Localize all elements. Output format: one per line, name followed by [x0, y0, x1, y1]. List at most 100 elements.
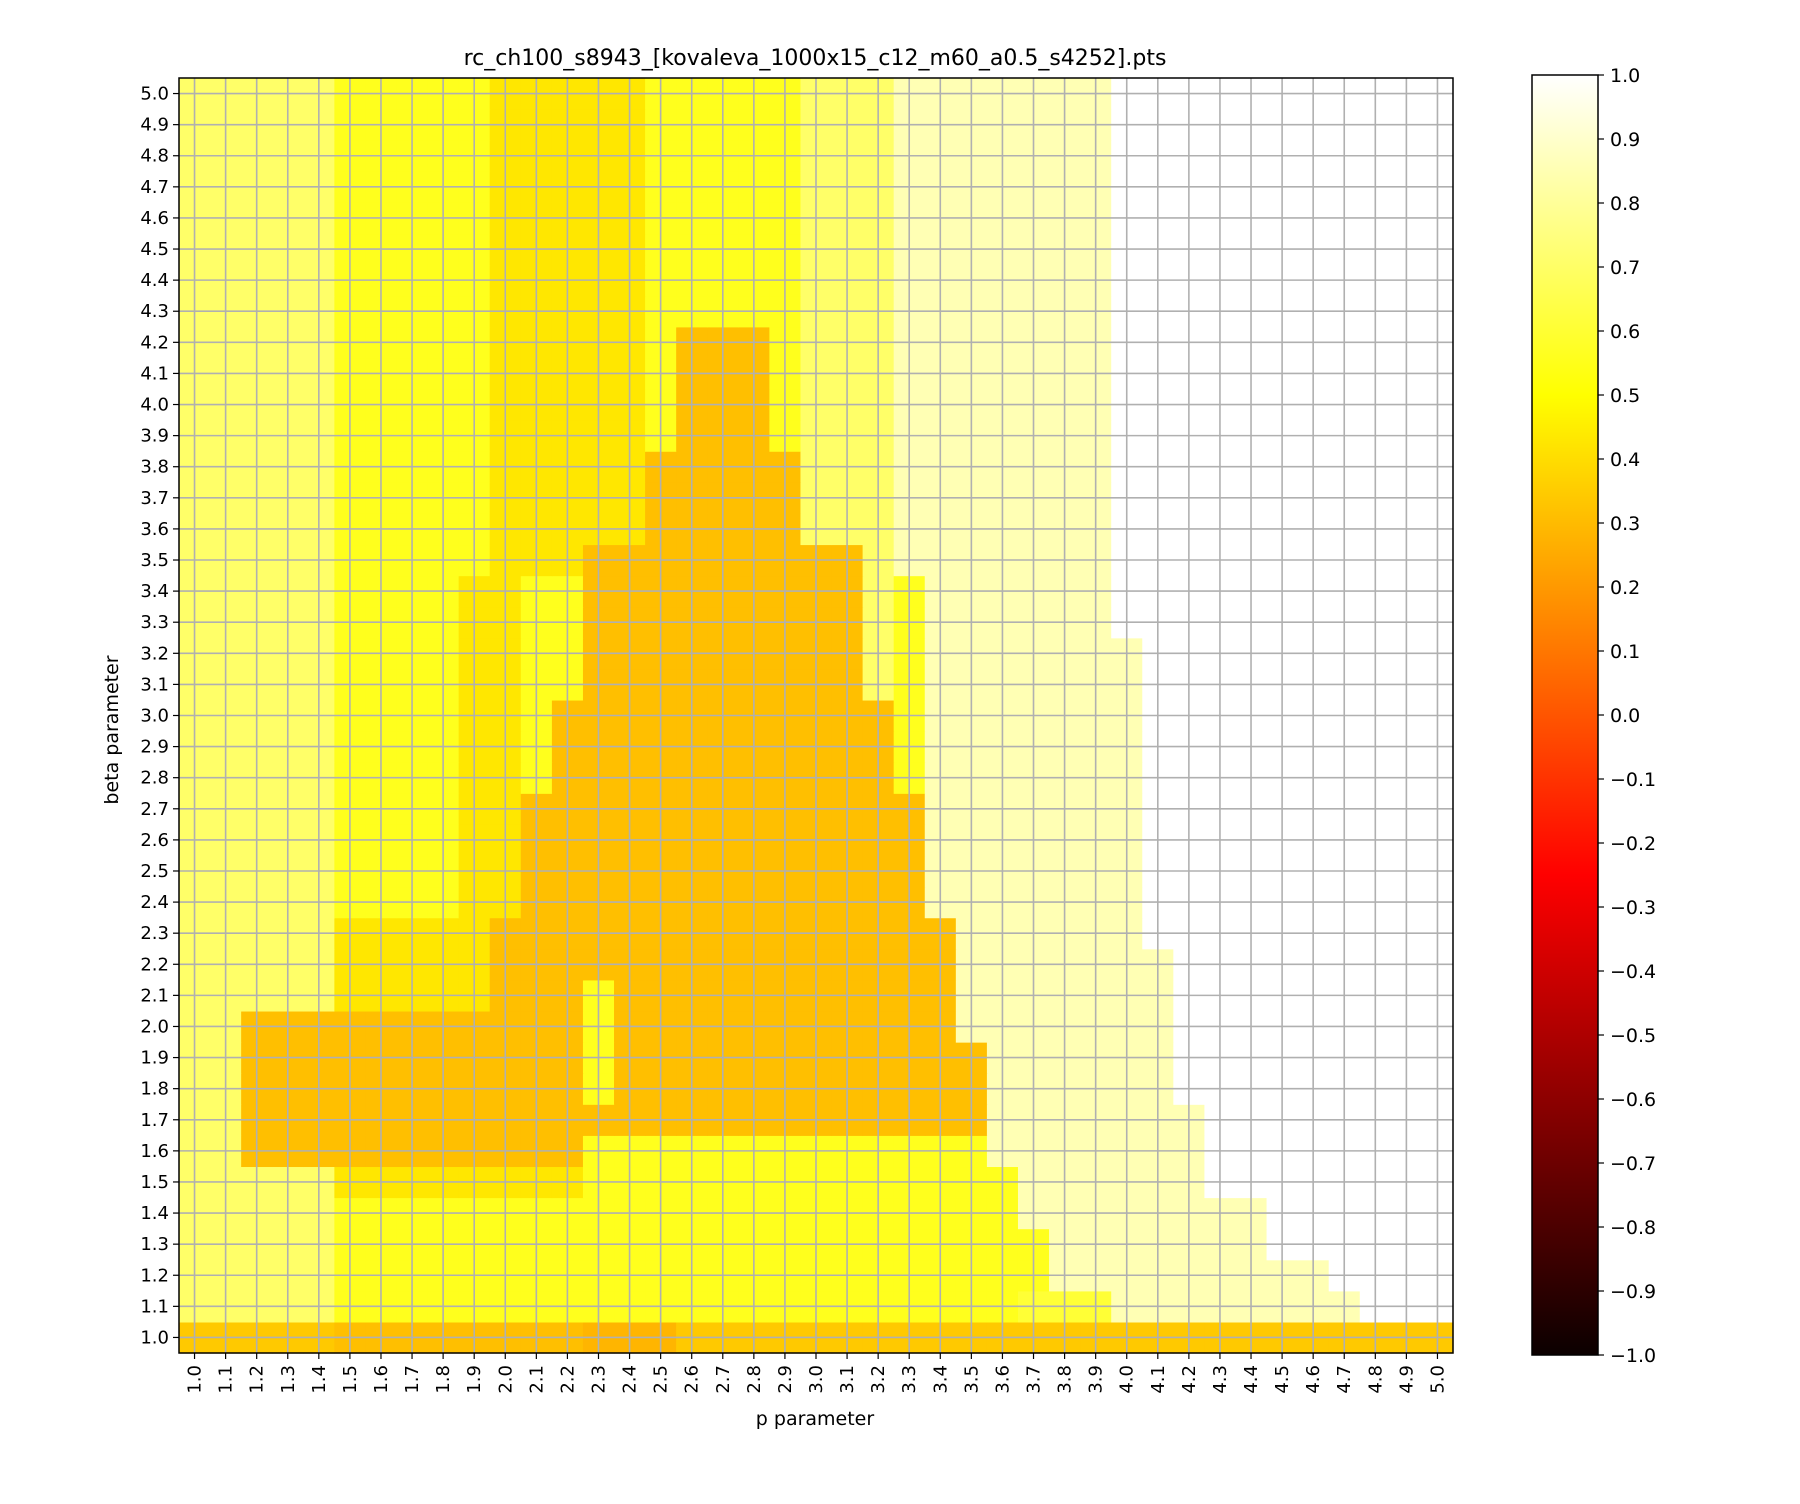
x-tick-label: 2.3	[589, 1365, 610, 1394]
x-tick-label: 2.4	[620, 1365, 641, 1394]
y-tick-label: 4.2	[140, 332, 169, 353]
y-tick-label: 4.3	[140, 301, 169, 322]
colorbar-tick-label: 1.0	[1610, 65, 1640, 87]
y-tick-label: 2.3	[140, 923, 169, 944]
x-tick-label: 4.4	[1241, 1365, 1262, 1394]
colorbar-tick-label: −0.9	[1610, 1281, 1656, 1303]
x-tick-label: 1.3	[278, 1365, 299, 1394]
y-tick-label: 2.1	[140, 985, 169, 1006]
y-tick-label: 3.5	[140, 550, 169, 571]
x-tick-label: 3.4	[930, 1365, 951, 1394]
x-tick-label: 2.8	[744, 1365, 765, 1394]
x-tick-label: 3.5	[961, 1365, 982, 1394]
y-tick-label: 2.5	[140, 861, 169, 882]
y-tick-label: 4.8	[140, 146, 169, 167]
y-axis-label: beta parameter	[101, 655, 123, 804]
y-axis-ticks: 1.0 1.1 1.2 1.3 1.4 1.5 1.6 1.7 1.8 1.9 2.0 2.1 2.2 2…	[140, 84, 179, 1349]
x-tick-label: 3.7	[1024, 1365, 1045, 1394]
colorbar-tick-label: −0.6	[1610, 1089, 1656, 1111]
colorbar-tick-label: −0.5	[1610, 1025, 1656, 1047]
colorbar-tick-label: 0.3	[1610, 513, 1640, 535]
y-tick-label: 1.8	[140, 1079, 169, 1100]
y-tick-label: 1.0	[140, 1328, 169, 1349]
x-tick-label: 2.9	[775, 1365, 796, 1394]
x-tick-label: 1.4	[309, 1365, 330, 1394]
y-tick-label: 4.1	[140, 363, 169, 384]
y-tick-label: 1.3	[140, 1234, 169, 1255]
x-tick-label: 2.1	[526, 1365, 547, 1394]
y-tick-label: 4.5	[140, 239, 169, 260]
colorbar-tick-label: 0.9	[1610, 129, 1640, 151]
y-tick-label: 2.4	[140, 892, 169, 913]
y-tick-label: 3.3	[140, 612, 169, 633]
x-tick-label: 2.2	[557, 1365, 578, 1394]
x-tick-label: 2.5	[651, 1365, 672, 1394]
x-tick-label: 3.3	[899, 1365, 920, 1394]
y-tick-label: 4.9	[140, 115, 169, 136]
colorbar-tick-label: −1.0	[1610, 1345, 1656, 1367]
y-tick-label: 3.1	[140, 674, 169, 695]
x-axis-ticks: 1.0 1.1 1.2 1.3 1.4 1.5 1.6 1.7 1.8 1.9 2.0 2.1 2.2 2…	[185, 1353, 1449, 1394]
x-tick-label: 4.0	[1117, 1365, 1138, 1394]
y-tick-label: 4.4	[140, 270, 169, 291]
x-tick-label: 3.0	[806, 1365, 827, 1394]
y-tick-label: 2.6	[140, 830, 169, 851]
x-tick-label: 4.1	[1148, 1365, 1169, 1394]
y-tick-label: 2.8	[140, 768, 169, 789]
x-tick-label: 1.5	[340, 1365, 361, 1394]
x-tick-label: 1.8	[433, 1365, 454, 1394]
x-tick-label: 3.1	[837, 1365, 858, 1394]
y-tick-label: 1.4	[140, 1203, 169, 1224]
y-tick-label: 5.0	[140, 84, 169, 105]
y-tick-label: 2.2	[140, 954, 169, 975]
y-tick-label: 3.7	[140, 488, 169, 509]
colorbar-tick-label: 0.8	[1610, 193, 1640, 215]
x-tick-label: 4.7	[1334, 1365, 1355, 1394]
x-axis-label: p parameter	[756, 1408, 875, 1430]
y-tick-label: 3.6	[140, 519, 169, 540]
y-tick-label: 1.9	[140, 1048, 169, 1069]
colorbar-tick-label: 0.1	[1610, 641, 1640, 663]
colorbar-tick-label: −0.7	[1610, 1153, 1656, 1175]
colorbar	[1531, 74, 1599, 1356]
x-tick-label: 2.6	[682, 1365, 703, 1394]
y-tick-label: 1.1	[140, 1296, 169, 1317]
colorbar-tick-label: −0.1	[1610, 769, 1656, 791]
x-tick-label: 1.6	[371, 1365, 392, 1394]
colorbar-tick-label: 0.2	[1610, 577, 1640, 599]
x-tick-label: 4.9	[1396, 1365, 1417, 1394]
colorbar-tick-label: −0.2	[1610, 833, 1656, 855]
y-tick-label: 4.0	[140, 395, 169, 416]
colorbar-tick-label: −0.8	[1610, 1217, 1656, 1239]
y-tick-label: 3.4	[140, 581, 169, 602]
x-tick-label: 3.6	[992, 1365, 1013, 1394]
x-tick-label: 3.8	[1055, 1365, 1076, 1394]
y-tick-label: 2.0	[140, 1017, 169, 1038]
x-tick-label: 4.5	[1272, 1365, 1293, 1394]
x-tick-label: 1.0	[185, 1365, 206, 1394]
x-tick-label: 2.7	[713, 1365, 734, 1394]
x-tick-label: 5.0	[1428, 1365, 1449, 1394]
x-tick-label: 1.1	[216, 1365, 237, 1394]
y-tick-label: 3.9	[140, 426, 169, 447]
y-tick-label: 3.8	[140, 457, 169, 478]
y-tick-label: 1.2	[140, 1265, 169, 1286]
x-tick-label: 1.7	[402, 1365, 423, 1394]
x-tick-label: 2.0	[495, 1365, 516, 1394]
colorbar-tick-label: −0.4	[1610, 961, 1656, 983]
colorbar-tick-label: 0.4	[1610, 449, 1640, 471]
chart-title: rc_ch100_s8943_[kovaleva_1000x15_c12_m60…	[464, 46, 1167, 71]
y-tick-label: 3.0	[140, 706, 169, 727]
x-tick-label: 4.2	[1179, 1365, 1200, 1394]
x-tick-label: 1.2	[247, 1365, 268, 1394]
y-tick-label: 1.7	[140, 1110, 169, 1131]
colorbar-ticks: 1.0 0.9 0.8 0.7 0.6 0.5 0.4 0.3 0.2 0.1 0.0 −0.1 −0.…	[1598, 65, 1656, 1367]
colorbar-tick-label: 0.0	[1610, 705, 1640, 727]
grid-lines	[179, 78, 1453, 1353]
x-tick-label: 3.2	[868, 1365, 889, 1394]
y-tick-label: 2.9	[140, 737, 169, 758]
colorbar-tick-label: −0.3	[1610, 897, 1656, 919]
y-tick-label: 1.6	[140, 1141, 169, 1162]
